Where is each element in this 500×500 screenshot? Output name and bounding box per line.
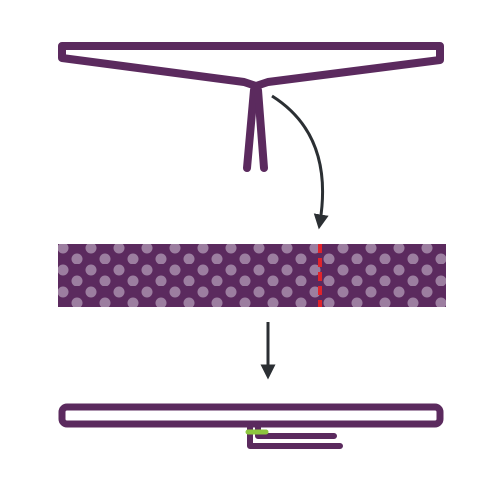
curved-arrow-icon <box>271 94 329 230</box>
folded-strip-outline <box>58 42 444 90</box>
folded-strip-top-view <box>58 42 444 172</box>
printed-strip-with-seam-line <box>58 244 446 307</box>
polka-dot-fabric-icon <box>58 244 446 307</box>
pressed-band-icon <box>58 403 444 428</box>
seam-allowance-layer-upper <box>255 421 337 439</box>
fold-tail-right <box>254 86 268 172</box>
fold-tail-left <box>243 86 258 172</box>
flattened-band-with-seam-allowance <box>58 403 444 449</box>
